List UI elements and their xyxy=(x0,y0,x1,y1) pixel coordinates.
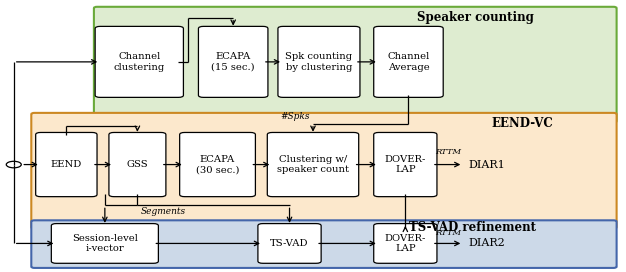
Text: ECAPA
(15 sec.): ECAPA (15 sec.) xyxy=(212,52,255,72)
Text: RTTM: RTTM xyxy=(435,149,461,156)
Text: TS-VAD: TS-VAD xyxy=(270,239,309,248)
FancyBboxPatch shape xyxy=(198,26,268,97)
Text: EEND-VC: EEND-VC xyxy=(492,117,553,130)
Text: Channel
Average: Channel Average xyxy=(387,52,429,72)
FancyBboxPatch shape xyxy=(109,132,166,197)
FancyBboxPatch shape xyxy=(374,224,437,263)
Text: Session-level
i-vector: Session-level i-vector xyxy=(72,234,138,253)
FancyBboxPatch shape xyxy=(258,224,321,263)
Text: Speaker counting: Speaker counting xyxy=(418,11,534,24)
Text: RTTM: RTTM xyxy=(435,229,461,237)
Text: #Spks: #Spks xyxy=(280,112,310,121)
Text: Clustering w/
speaker count: Clustering w/ speaker count xyxy=(277,155,349,174)
Text: DOVER-
LAP: DOVER- LAP xyxy=(384,234,426,253)
FancyBboxPatch shape xyxy=(267,132,359,197)
FancyBboxPatch shape xyxy=(51,224,158,263)
Text: EEND: EEND xyxy=(51,160,82,169)
Text: Channel
clustering: Channel clustering xyxy=(114,52,165,72)
FancyBboxPatch shape xyxy=(31,113,617,228)
FancyBboxPatch shape xyxy=(374,132,437,197)
FancyBboxPatch shape xyxy=(31,220,617,268)
Text: GSS: GSS xyxy=(126,160,148,169)
Text: TS-VAD refinement: TS-VAD refinement xyxy=(409,221,536,234)
FancyBboxPatch shape xyxy=(180,132,255,197)
Text: Spk counting
by clustering: Spk counting by clustering xyxy=(285,52,352,72)
FancyBboxPatch shape xyxy=(95,26,183,97)
FancyBboxPatch shape xyxy=(374,26,443,97)
FancyBboxPatch shape xyxy=(36,132,97,197)
Text: Segments: Segments xyxy=(140,207,186,216)
FancyBboxPatch shape xyxy=(94,7,617,122)
Text: ECAPA
(30 sec.): ECAPA (30 sec.) xyxy=(196,155,239,174)
Text: DOVER-
LAP: DOVER- LAP xyxy=(384,155,426,174)
FancyBboxPatch shape xyxy=(278,26,360,97)
Text: DIAR1: DIAR1 xyxy=(468,160,505,169)
Text: DIAR2: DIAR2 xyxy=(468,239,505,248)
